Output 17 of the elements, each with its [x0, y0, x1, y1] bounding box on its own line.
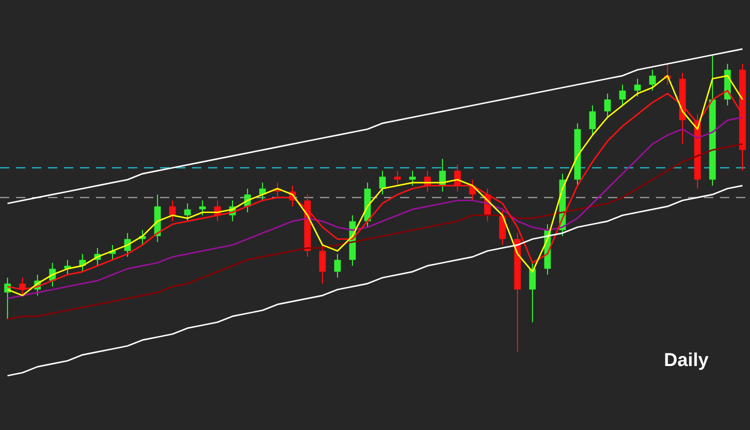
candlestick [604, 93, 611, 118]
candlestick [379, 170, 386, 196]
candlestick [259, 182, 266, 201]
text: Daily [665, 352, 708, 370]
candlestick [619, 84, 626, 106]
candlestick [184, 202, 191, 222]
candlestick [634, 78, 641, 98]
candlestick [319, 244, 326, 284]
candlestick [409, 170, 416, 186]
candlestick [334, 253, 341, 278]
candlestick [529, 262, 536, 323]
candlestick [649, 69, 656, 92]
candlestick [589, 104, 596, 136]
candlestick [394, 170, 401, 186]
candlestick [199, 200, 206, 216]
candlestick [169, 200, 176, 222]
candlestick [499, 208, 506, 246]
